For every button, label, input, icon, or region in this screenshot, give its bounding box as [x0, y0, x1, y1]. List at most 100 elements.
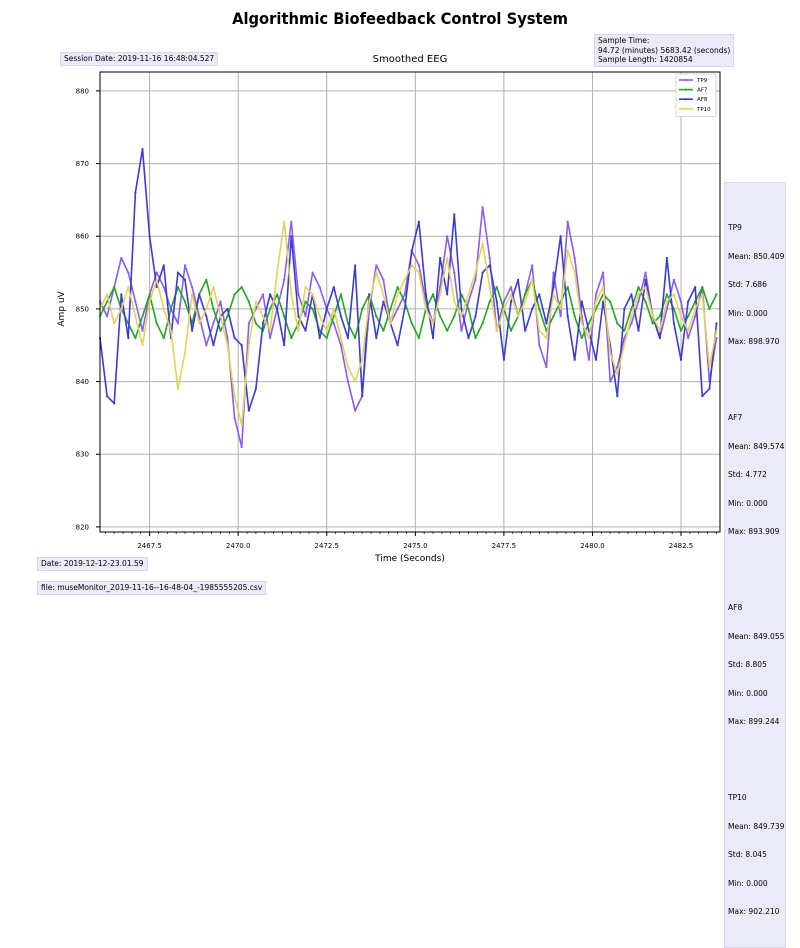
- data-point: [446, 293, 449, 296]
- data-point: [658, 329, 661, 332]
- data-point: [524, 293, 527, 296]
- data-point: [311, 293, 314, 296]
- data-point: [488, 264, 491, 267]
- data-point: [283, 315, 286, 318]
- data-point: [148, 300, 151, 303]
- data-point: [254, 300, 257, 303]
- data-point: [269, 307, 272, 310]
- data-point: [644, 278, 647, 281]
- data-point: [304, 315, 307, 318]
- data-point: [191, 329, 194, 332]
- data-point: [609, 351, 612, 354]
- stat-mean: Mean: 849.739: [728, 821, 785, 831]
- data-point: [162, 264, 165, 267]
- data-point: [446, 235, 449, 238]
- data-point: [212, 307, 215, 310]
- data-point: [517, 278, 520, 281]
- data-point: [375, 336, 378, 340]
- data-point: [587, 336, 591, 340]
- data-point: [106, 293, 109, 296]
- data-point: [665, 307, 669, 310]
- data-point: [481, 322, 484, 325]
- data-point: [708, 387, 711, 390]
- data-point: [205, 278, 208, 281]
- x-axis-label: Time (Seconds): [375, 554, 445, 564]
- data-point: [474, 336, 477, 340]
- data-point: [176, 387, 179, 390]
- data-point: [290, 336, 293, 340]
- x-tick-label: 2475.0: [403, 542, 428, 550]
- data-point: [375, 264, 378, 267]
- data-point: [467, 300, 470, 303]
- data-point: [113, 402, 116, 405]
- data-point: [474, 271, 477, 274]
- data-point: [269, 293, 272, 296]
- data-point: [162, 286, 165, 289]
- legend-label-af8: AF8: [697, 97, 708, 103]
- data-point: [141, 315, 144, 318]
- stat-mean: Mean: 850.409: [728, 251, 785, 261]
- data-point: [361, 307, 364, 310]
- data-point: [531, 307, 534, 310]
- data-point: [191, 286, 194, 289]
- stat-std: Std: 4.772: [728, 470, 767, 479]
- y-axis-label: Amp uV: [57, 291, 67, 327]
- data-point: [566, 315, 569, 318]
- data-point: [460, 329, 463, 332]
- data-point: [609, 380, 612, 383]
- data-point: [672, 278, 676, 281]
- data-point: [183, 351, 187, 354]
- stat-channel-name: TP10: [728, 793, 747, 802]
- data-point: [134, 315, 137, 318]
- data-point: [559, 235, 562, 238]
- data-point: [247, 409, 250, 412]
- data-point: [346, 336, 350, 340]
- data-point: [431, 293, 435, 296]
- data-point: [431, 336, 435, 340]
- data-point: [269, 329, 272, 332]
- data-point: [545, 322, 548, 325]
- data-point: [290, 293, 293, 296]
- data-point: [205, 315, 208, 318]
- data-point: [531, 264, 534, 267]
- data-point: [637, 293, 640, 296]
- data-point: [580, 300, 583, 303]
- data-point: [106, 395, 109, 398]
- stats-af7: AF7 Mean: 849.574 Std: 4.772 Min: 0.000 …: [728, 394, 785, 556]
- data-point: [212, 286, 215, 289]
- data-point: [587, 358, 591, 361]
- data-point: [410, 264, 413, 267]
- data-point: [509, 300, 513, 303]
- data-point: [375, 271, 378, 274]
- data-point: [679, 315, 683, 318]
- data-point: [332, 322, 335, 325]
- data-point: [453, 271, 456, 274]
- stat-channel-name: TP9: [728, 223, 742, 232]
- y-tick-label: 840: [76, 378, 89, 386]
- data-point: [304, 300, 307, 303]
- stat-max: Max: 902.210: [728, 907, 780, 916]
- x-tick-label: 2470.0: [226, 542, 251, 550]
- data-point: [559, 315, 562, 318]
- stat-min: Min: 0.000: [728, 308, 768, 318]
- data-point: [148, 235, 151, 238]
- data-point: [261, 315, 265, 318]
- data-point: [566, 220, 569, 223]
- data-point: [226, 336, 229, 340]
- data-point: [113, 286, 116, 289]
- y-tick-label: 820: [76, 523, 89, 531]
- data-point: [396, 293, 399, 296]
- data-point: [346, 380, 350, 383]
- data-point: [375, 315, 378, 318]
- data-point: [162, 307, 165, 310]
- stat-mean: Mean: 849.574: [728, 441, 785, 451]
- data-point: [538, 329, 541, 332]
- data-point: [396, 307, 399, 310]
- data-point: [198, 293, 201, 296]
- data-point: [573, 271, 576, 274]
- data-point: [120, 256, 123, 260]
- data-point: [141, 344, 144, 347]
- data-point: [106, 300, 109, 303]
- data-point: [424, 307, 427, 310]
- footer-file-label: file: museMonitor_2019-11-16--16-48-04_-…: [37, 581, 267, 595]
